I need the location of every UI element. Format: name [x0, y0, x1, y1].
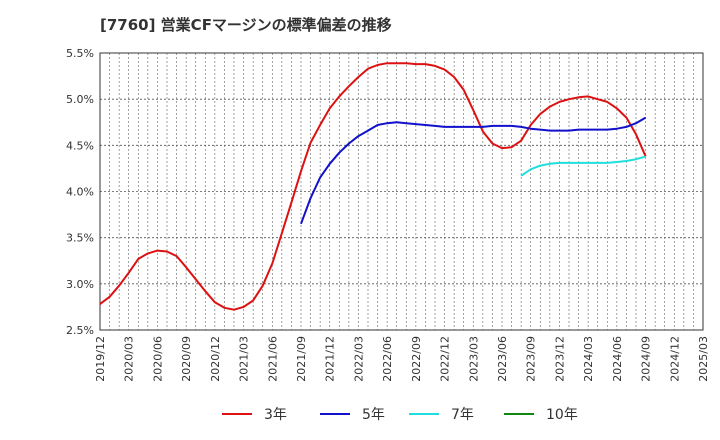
- x-tick-label: 2021/12: [324, 336, 337, 382]
- legend: 3年 5年 7年 10年: [222, 407, 578, 423]
- y-tick-label: 4.5%: [66, 139, 94, 152]
- x-tick-label: 2020/03: [123, 336, 136, 382]
- x-tick-label: 2020/12: [209, 336, 222, 382]
- series-line: [99, 62, 647, 311]
- y-tick-label: 2.5%: [66, 324, 94, 337]
- plot-frame: [99, 52, 704, 331]
- x-tick-label: 2024/03: [582, 336, 595, 382]
- x-tick-label: 2023/12: [553, 336, 566, 382]
- x-tick-label: 2022/09: [410, 336, 423, 382]
- x-tick-label: 2023/06: [496, 336, 509, 382]
- x-tick-label: 2022/03: [352, 336, 365, 382]
- series-layer: [99, 62, 647, 311]
- x-tick-label: 2024/06: [611, 336, 624, 382]
- legend-label: 5年: [362, 407, 385, 423]
- x-tick-label: 2020/09: [180, 336, 193, 382]
- x-tick-label: 2023/03: [467, 336, 480, 382]
- y-tick-label: 5.0%: [66, 93, 94, 106]
- legend-label: 10年: [546, 407, 578, 423]
- x-tick-label: 2024/09: [640, 336, 653, 382]
- series-line: [300, 116, 647, 225]
- x-tick-label: 2022/06: [381, 336, 394, 382]
- y-tick-label: 5.5%: [66, 47, 94, 60]
- x-tick-label: 2020/06: [151, 336, 164, 382]
- x-tick-label: 2021/03: [238, 336, 251, 382]
- legend-label: 3年: [264, 407, 287, 423]
- y-tick-label: 3.0%: [66, 278, 94, 291]
- chart-title: [7760] 営業CFマージンの標準偏差の推移: [100, 16, 392, 34]
- y-tick-label: 3.5%: [66, 232, 94, 245]
- x-tick-label: 2021/09: [295, 336, 308, 382]
- x-tick-label: 2024/12: [668, 336, 681, 382]
- x-tick-label: 2025/03: [697, 336, 710, 382]
- x-tick-label: 2019/12: [94, 336, 107, 382]
- grid-layer: [100, 53, 703, 330]
- legend-label: 7年: [451, 407, 474, 423]
- x-tick-label: 2021/06: [266, 336, 279, 382]
- series-line: [520, 155, 646, 177]
- x-tick-label: 2023/09: [525, 336, 538, 382]
- axis-layer: 2.5% 3.0% 3.5% 4.0% 4.5% 5.0% 5.5% 2019/12 2020/…: [66, 47, 710, 382]
- y-tick-label: 4.0%: [66, 186, 94, 199]
- x-tick-label: 2022/12: [439, 336, 452, 382]
